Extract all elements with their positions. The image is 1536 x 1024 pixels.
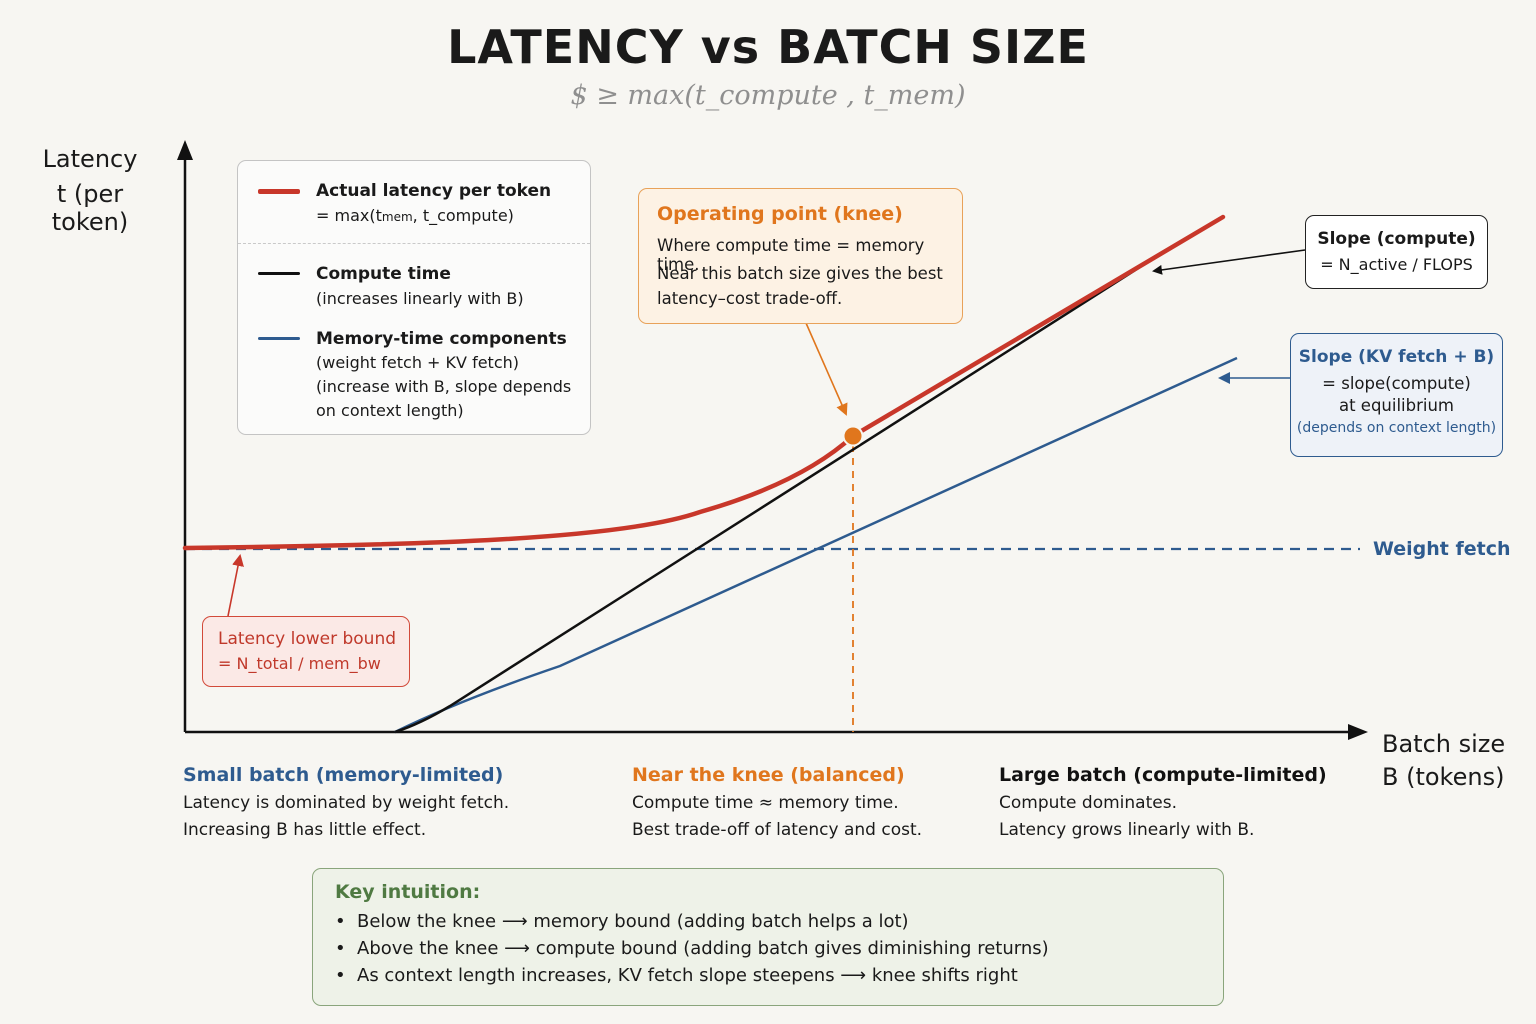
region-small-batch: Small batch (memory-limited) Latency is …: [183, 764, 509, 840]
slope-compute-title: Slope (compute): [1317, 229, 1476, 249]
axes: [177, 140, 1368, 740]
legend-actual-swatch: [258, 189, 300, 194]
page-title: LATENCY vs BATCH SIZE: [447, 20, 1089, 74]
region-large-batch: Large batch (compute-limited) Compute do…: [999, 764, 1327, 840]
knee-callout-line-1: Where compute time = memory time.: [657, 236, 925, 274]
region-large-line-2: Latency grows linearly with B.: [999, 820, 1255, 840]
legend-memory-desc-2: (increase with B, slope depends: [316, 377, 572, 396]
region-knee: Near the knee (balanced) Compute time ≈ …: [632, 764, 922, 840]
memory-time-curve: [394, 356, 1238, 734]
region-knee-title: Near the knee (balanced): [632, 764, 905, 786]
legend-memory-desc-3: on context length): [316, 401, 464, 420]
actual-latency-curve: [182, 214, 1226, 551]
y-axis-unit: t (per token): [51, 180, 129, 236]
legend-compute-swatch: [258, 272, 300, 275]
slope-compute-formula: = N_active / FLOPS: [1320, 255, 1473, 274]
legend-memory-swatch: [258, 337, 300, 340]
region-small-title: Small batch (memory-limited): [183, 764, 504, 786]
slope-compute-callout: Slope (compute) = N_active / FLOPS: [1305, 215, 1488, 289]
x-axis-arrow: [1348, 724, 1368, 740]
y-axis-arrow: [177, 140, 193, 160]
slope-kv-note: (depends on context length): [1296, 420, 1497, 436]
slope-kv-title: Slope (KV fetch + B): [1298, 347, 1495, 367]
x-axis-unit: B (tokens): [1382, 763, 1505, 791]
compute-time-curve: [394, 260, 1149, 734]
slope-kv-line-1: = slope(compute): [1322, 374, 1471, 393]
knee-callout-line-2: Near this batch size gives the best: [657, 264, 943, 283]
x-axis-label: Batch size: [1382, 730, 1506, 758]
key-intuition-bullet-1: • Below the knee ⟶ memory bound (adding b…: [335, 911, 909, 932]
lower-bound-title: Latency lower bound: [218, 629, 397, 649]
y-axis-label: Latency: [42, 145, 138, 173]
slope-compute-arrow: [1152, 249, 1306, 275]
knee-point: [842, 425, 864, 447]
slope-kv-line-2: at equilibrium: [1338, 396, 1455, 415]
region-large-line-1: Compute dominates.: [999, 793, 1177, 813]
weight-fetch-label: Weight fetch: [1373, 538, 1511, 560]
region-knee-line-2: Best trade-off of latency and cost.: [632, 820, 923, 840]
legend: Actual latency per token = max(tmem, t_c…: [237, 160, 591, 435]
legend-actual-title: Actual latency per token: [316, 181, 552, 201]
legend-compute-desc: (increases linearly with B): [316, 289, 524, 308]
knee-callout: Operating point (knee) Where compute tim…: [638, 188, 963, 324]
legend-compute-title: Compute time: [316, 264, 451, 284]
slope-kv-callout: Slope (KV fetch + B) = slope(compute) at…: [1290, 333, 1503, 457]
key-intuition-title: Key intuition:: [335, 881, 481, 903]
knee-arrow: [805, 322, 848, 416]
lower-bound-callout: Latency lower bound = N_total / mem_bw: [202, 616, 410, 687]
region-large-title: Large batch (compute-limited): [999, 764, 1327, 786]
key-intuition-bullet-3: • As context length increases, KV fetch s…: [335, 965, 1018, 986]
key-intuition-bullet-2: • Above the knee ⟶ compute bound (adding …: [335, 938, 1049, 959]
page-subtitle: $ ≥ max(t_compute , t_mem): [570, 80, 966, 111]
knee-callout-line-3: latency–cost trade-off.: [657, 289, 843, 308]
region-small-line-2: Increasing B has little effect.: [183, 820, 427, 840]
region-small-line-1: Latency is dominated by weight fetch.: [183, 793, 510, 813]
key-intuition-box: Key intuition: • Below the knee ⟶ memory …: [312, 868, 1224, 1006]
legend-separator: [238, 243, 590, 244]
lower-bound-arrow: [227, 554, 244, 617]
knee-callout-title: Operating point (knee): [657, 203, 903, 225]
region-knee-line-1: Compute time ≈ memory time.: [632, 793, 899, 813]
lower-bound-formula: = N_total / mem_bw: [218, 654, 381, 673]
legend-actual-formula: = max(tmem, t_compute): [316, 206, 514, 225]
legend-memory-desc-1: (weight fetch + KV fetch): [316, 353, 519, 372]
legend-memory-title: Memory-time components: [316, 329, 567, 349]
